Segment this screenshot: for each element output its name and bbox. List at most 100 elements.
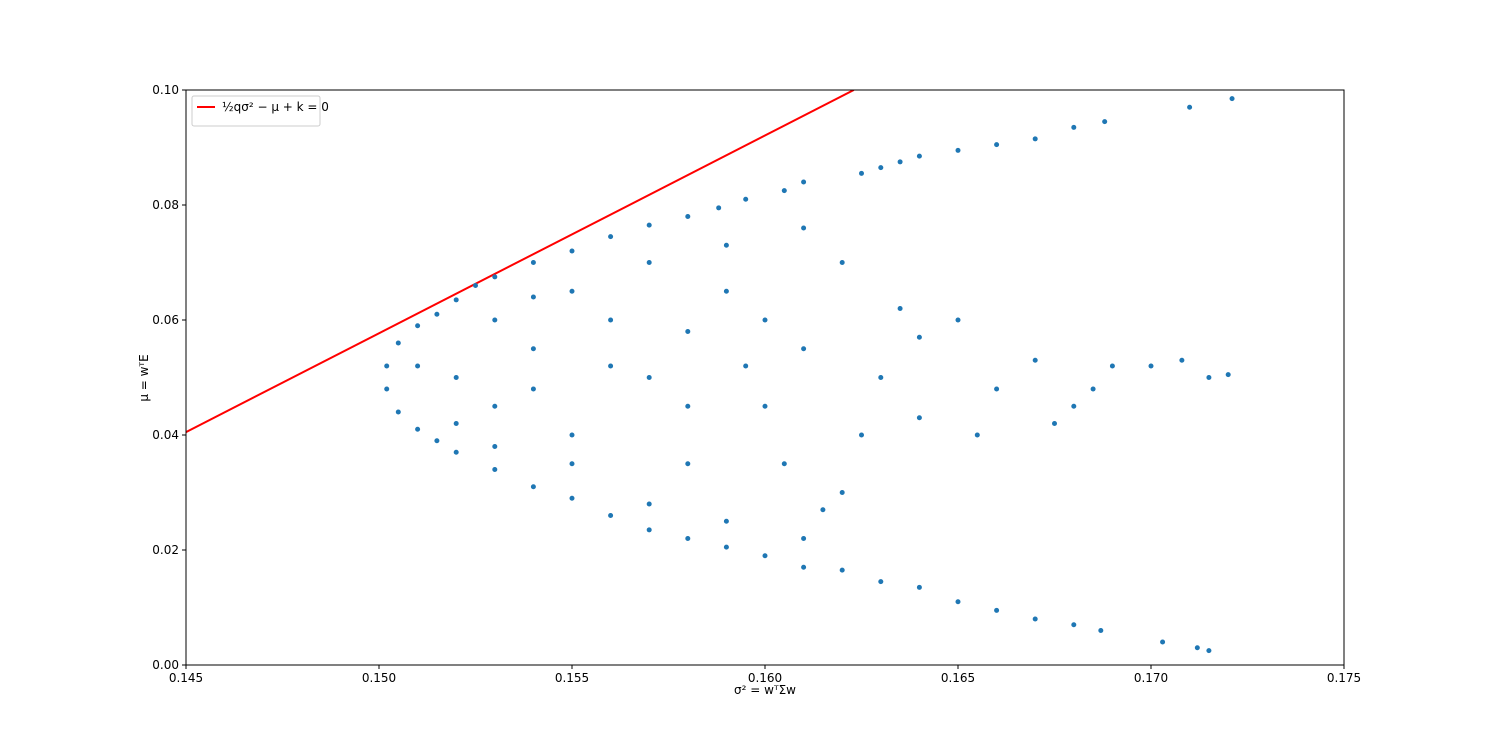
point — [1229, 96, 1235, 102]
point — [1032, 136, 1038, 142]
point — [492, 403, 498, 409]
point — [530, 346, 536, 352]
point — [955, 147, 961, 153]
point — [716, 205, 722, 211]
point — [434, 311, 440, 317]
point — [608, 234, 614, 240]
point — [1090, 386, 1096, 392]
point — [762, 317, 768, 323]
point — [955, 317, 961, 323]
point — [415, 363, 421, 369]
point — [723, 288, 729, 294]
point — [1032, 616, 1038, 622]
point — [878, 579, 884, 585]
y-tick-label: 0.08 — [152, 198, 179, 212]
point — [801, 179, 807, 185]
point — [916, 415, 922, 421]
point — [685, 403, 691, 409]
point — [723, 518, 729, 524]
point — [1071, 622, 1077, 628]
point — [473, 283, 478, 288]
point — [1102, 119, 1108, 125]
point — [1206, 648, 1212, 654]
point — [646, 527, 652, 533]
point — [1071, 124, 1077, 130]
y-tick-label: 0.00 — [152, 658, 179, 672]
point — [569, 461, 575, 467]
x-tick-label: 0.155 — [555, 671, 589, 685]
point — [384, 363, 390, 369]
point — [453, 297, 459, 303]
point — [801, 225, 807, 231]
point — [1148, 363, 1154, 369]
point — [1206, 375, 1212, 380]
point — [781, 461, 787, 467]
point — [569, 248, 575, 254]
point — [415, 426, 421, 432]
x-tick-label: 0.145 — [169, 671, 203, 685]
point — [395, 409, 401, 415]
point — [762, 553, 768, 559]
point — [453, 421, 459, 426]
point — [646, 222, 652, 228]
point — [916, 334, 922, 340]
point — [384, 386, 390, 392]
point — [1032, 357, 1038, 363]
point — [453, 449, 459, 455]
line — [186, 90, 855, 434]
y-tick-label: 0.10 — [152, 83, 179, 97]
point — [685, 536, 691, 541]
point — [878, 375, 884, 380]
point — [492, 444, 498, 449]
point — [859, 432, 864, 438]
y-tick-label: 0.04 — [152, 428, 179, 442]
x-axis-label: σ² = wᵀΣw — [734, 683, 796, 697]
legend-label: ½qσ² − μ + k = 0 — [222, 100, 329, 114]
y-axis-label: μ = wᵀE — [137, 354, 151, 401]
y-tick-label: 0.02 — [152, 543, 179, 557]
point — [608, 317, 614, 323]
point — [646, 375, 652, 380]
legend-box — [191, 95, 321, 127]
point — [878, 165, 884, 171]
point — [1098, 628, 1104, 633]
point — [839, 490, 845, 495]
point — [1109, 363, 1115, 369]
point — [492, 467, 498, 472]
point — [1179, 357, 1185, 363]
point — [415, 323, 421, 329]
point — [994, 607, 1000, 613]
point — [569, 495, 575, 501]
point — [530, 386, 536, 392]
point — [801, 346, 807, 352]
point — [1225, 372, 1231, 378]
point — [569, 432, 575, 438]
point — [897, 306, 903, 311]
point — [530, 484, 536, 490]
point — [685, 461, 691, 467]
y-tick-label: 0.06 — [152, 313, 179, 327]
point — [916, 153, 922, 159]
point — [801, 564, 807, 570]
point — [569, 288, 575, 294]
plot-area — [186, 90, 1235, 654]
point — [1071, 403, 1077, 409]
point — [530, 294, 536, 300]
point — [743, 196, 749, 202]
point — [646, 501, 652, 507]
x-tick-label: 0.160 — [748, 671, 782, 685]
point — [820, 507, 826, 513]
point — [395, 340, 401, 346]
point — [839, 567, 845, 573]
point — [916, 584, 922, 590]
point — [492, 274, 498, 280]
point — [801, 536, 807, 541]
point — [897, 159, 903, 165]
point — [1160, 639, 1166, 645]
point — [762, 403, 768, 409]
point — [955, 599, 961, 605]
point — [492, 317, 498, 323]
point — [781, 188, 787, 194]
x-tick-label: 0.175 — [1327, 671, 1361, 685]
